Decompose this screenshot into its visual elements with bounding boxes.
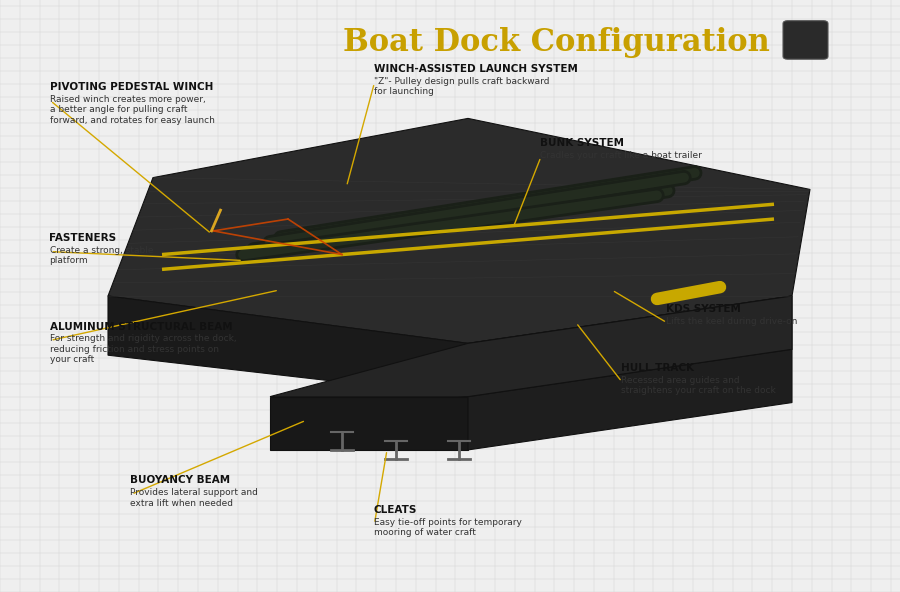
Polygon shape: [108, 296, 468, 397]
Text: Raised winch creates more power,
a better angle for pulling craft
forward, and r: Raised winch creates more power, a bette…: [50, 95, 214, 124]
Text: PIVOTING PEDESTAL WINCH: PIVOTING PEDESTAL WINCH: [50, 82, 213, 92]
Text: Provides lateral support and
extra lift when needed: Provides lateral support and extra lift …: [130, 488, 258, 508]
Text: KDS SYSTEM: KDS SYSTEM: [666, 304, 741, 314]
Text: Cradles your craft like a boat trailer: Cradles your craft like a boat trailer: [540, 151, 702, 160]
Text: For strength and rigidity across the dock,
reducing friction and stress points o: For strength and rigidity across the doc…: [50, 334, 236, 364]
Text: Create a strong, stable
platform: Create a strong, stable platform: [50, 246, 153, 265]
Polygon shape: [270, 397, 468, 450]
Text: "Z"- Pulley design pulls craft backward
for launching: "Z"- Pulley design pulls craft backward …: [374, 77, 549, 96]
Text: Easy tie-off points for temporary
mooring of water craft: Easy tie-off points for temporary moorin…: [374, 518, 521, 538]
FancyBboxPatch shape: [783, 21, 828, 59]
Text: WINCH-ASSISTED LAUNCH SYSTEM: WINCH-ASSISTED LAUNCH SYSTEM: [374, 64, 578, 74]
Text: HULL TRACK: HULL TRACK: [621, 363, 694, 373]
Text: Boat Dock Configuration: Boat Dock Configuration: [343, 27, 770, 57]
Polygon shape: [468, 349, 792, 450]
Text: CLEATS: CLEATS: [374, 505, 417, 515]
Text: FASTENERS: FASTENERS: [50, 233, 117, 243]
Text: BUNK SYSTEM: BUNK SYSTEM: [540, 138, 624, 148]
Polygon shape: [108, 118, 810, 343]
Polygon shape: [468, 296, 792, 397]
Text: Lifts the keel during drive-on: Lifts the keel during drive-on: [666, 317, 797, 326]
Text: BUOYANCY BEAM: BUOYANCY BEAM: [130, 475, 230, 485]
Text: ALUMINUM STRUCTURAL BEAM: ALUMINUM STRUCTURAL BEAM: [50, 321, 232, 332]
Text: Recessed area guides and
straightens your craft on the dock: Recessed area guides and straightens you…: [621, 376, 776, 395]
Polygon shape: [270, 296, 792, 397]
